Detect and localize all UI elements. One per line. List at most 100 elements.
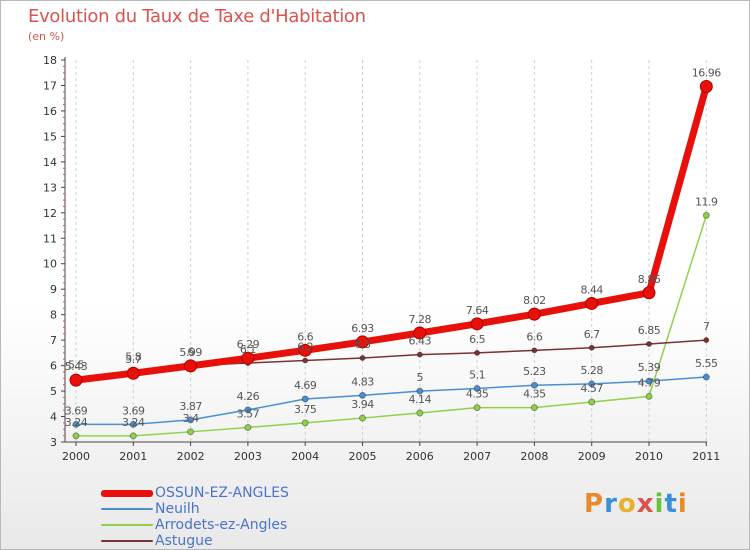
- y-tick-label: 17: [43, 79, 57, 92]
- data-point: [527, 307, 541, 321]
- x-tick-label: 2004: [291, 450, 319, 463]
- data-label: 6.85: [638, 324, 661, 337]
- y-tick-label: 4: [50, 411, 57, 424]
- data-point: [413, 326, 427, 340]
- data-point: [470, 317, 484, 331]
- data-point: [356, 335, 369, 349]
- proxiti-logo: Proxiti: [584, 489, 688, 519]
- x-tick-label: 2000: [62, 450, 90, 463]
- y-tick-label: 9: [50, 283, 57, 296]
- y-tick-label: 11: [43, 232, 57, 245]
- data-point: [72, 420, 80, 428]
- data-label: 6: [187, 346, 194, 359]
- data-point: [416, 387, 424, 395]
- y-unit-label: (en %): [28, 30, 65, 43]
- legend-swatch: [101, 489, 153, 497]
- series-line-arrodets-ez-angles: [75, 214, 708, 437]
- x-tick-label: 2008: [520, 450, 548, 463]
- data-label: 6.93: [351, 322, 374, 335]
- data-point: [645, 377, 653, 385]
- y-tick-label: 18: [43, 54, 57, 67]
- data-label: 3.24: [122, 416, 145, 429]
- data-point: [416, 409, 424, 417]
- data-label: 6.5: [469, 333, 485, 346]
- data-label: 5.43: [65, 360, 88, 373]
- data-point: [588, 344, 595, 351]
- legend-label: Arrodets-ez-Angles: [155, 517, 288, 533]
- data-label: 4.79: [638, 376, 661, 389]
- data-label: 6.3: [355, 338, 371, 351]
- y-tick-label: 14: [43, 156, 57, 169]
- series-line-ossun-ez-angles: [72, 82, 710, 384]
- data-label: 7.64: [466, 304, 489, 317]
- x-tick-label: 2002: [177, 450, 205, 463]
- data-label: 7.28: [409, 313, 432, 326]
- data-label: 5.23: [523, 365, 546, 378]
- x-tick-label: 2001: [119, 450, 147, 463]
- y-tick-label: 10: [43, 258, 57, 271]
- data-label: 3.87: [179, 400, 202, 413]
- legend-swatch: [101, 508, 153, 510]
- x-tick-label: 2003: [234, 450, 262, 463]
- legend-label: Neuilh: [155, 501, 200, 517]
- legend-label: OSSUN-EZ-ANGLES: [155, 485, 289, 501]
- data-point: [359, 414, 366, 422]
- data-label: 6.1: [240, 343, 256, 356]
- data-label: 5.7: [125, 353, 141, 366]
- data-label: 4.14: [409, 393, 432, 406]
- data-point: [187, 428, 195, 436]
- data-point: [416, 351, 423, 358]
- data-label: 5: [417, 371, 424, 384]
- y-tick-label: 12: [43, 207, 57, 220]
- logo-letter: P: [584, 489, 605, 519]
- data-point: [359, 391, 366, 399]
- x-tick-label: 2011: [692, 450, 720, 463]
- data-point: [244, 423, 252, 431]
- data-label: 3.57: [237, 407, 260, 420]
- data-point: [359, 354, 366, 361]
- data-point: [301, 395, 309, 403]
- y-tick-label: 6: [50, 360, 57, 373]
- data-label: 16.96: [692, 66, 721, 79]
- data-point: [530, 404, 538, 412]
- data-point: [588, 380, 596, 388]
- y-tick-label: 13: [43, 181, 57, 194]
- data-label: 5.99: [179, 346, 202, 359]
- data-label: 6.6: [526, 330, 542, 343]
- data-point: [187, 416, 195, 424]
- data-label: 8.02: [523, 294, 546, 307]
- legend-label: Astugue: [155, 533, 213, 549]
- data-label: 5.1: [469, 369, 485, 382]
- data-label: 5.55: [695, 357, 718, 370]
- logo-letter: i: [654, 489, 665, 519]
- data-label: 8.86: [638, 273, 661, 286]
- data-point: [702, 373, 710, 381]
- data-label: 6.29: [237, 338, 260, 351]
- data-label: 6.43: [409, 335, 432, 348]
- data-label: 4.83: [351, 375, 374, 388]
- y-tick-label: 3: [50, 436, 57, 449]
- data-point: [530, 381, 538, 389]
- data-point: [69, 373, 83, 387]
- logo-letter: i: [677, 489, 688, 519]
- y-tick-label: 16: [43, 105, 57, 118]
- data-point: [474, 349, 481, 356]
- data-point: [184, 359, 198, 373]
- data-point: [645, 392, 653, 400]
- data-label: 3.24: [65, 416, 88, 429]
- logo-letter: o: [617, 489, 637, 519]
- legend-swatch: [101, 524, 153, 526]
- legend-swatch: [101, 540, 153, 542]
- logo-letter: r: [604, 489, 618, 519]
- chart-title: Evolution du Taux de Taxe d'Habitation: [28, 6, 366, 27]
- x-tick-label: 2010: [635, 450, 663, 463]
- data-label: 6.6: [297, 330, 313, 343]
- data-label: 5.28: [580, 364, 603, 377]
- data-label: 7: [703, 320, 710, 333]
- x-tick-label: 2009: [578, 450, 606, 463]
- data-point: [72, 432, 80, 440]
- y-tick-label: 7: [50, 334, 57, 347]
- data-point: [473, 385, 481, 393]
